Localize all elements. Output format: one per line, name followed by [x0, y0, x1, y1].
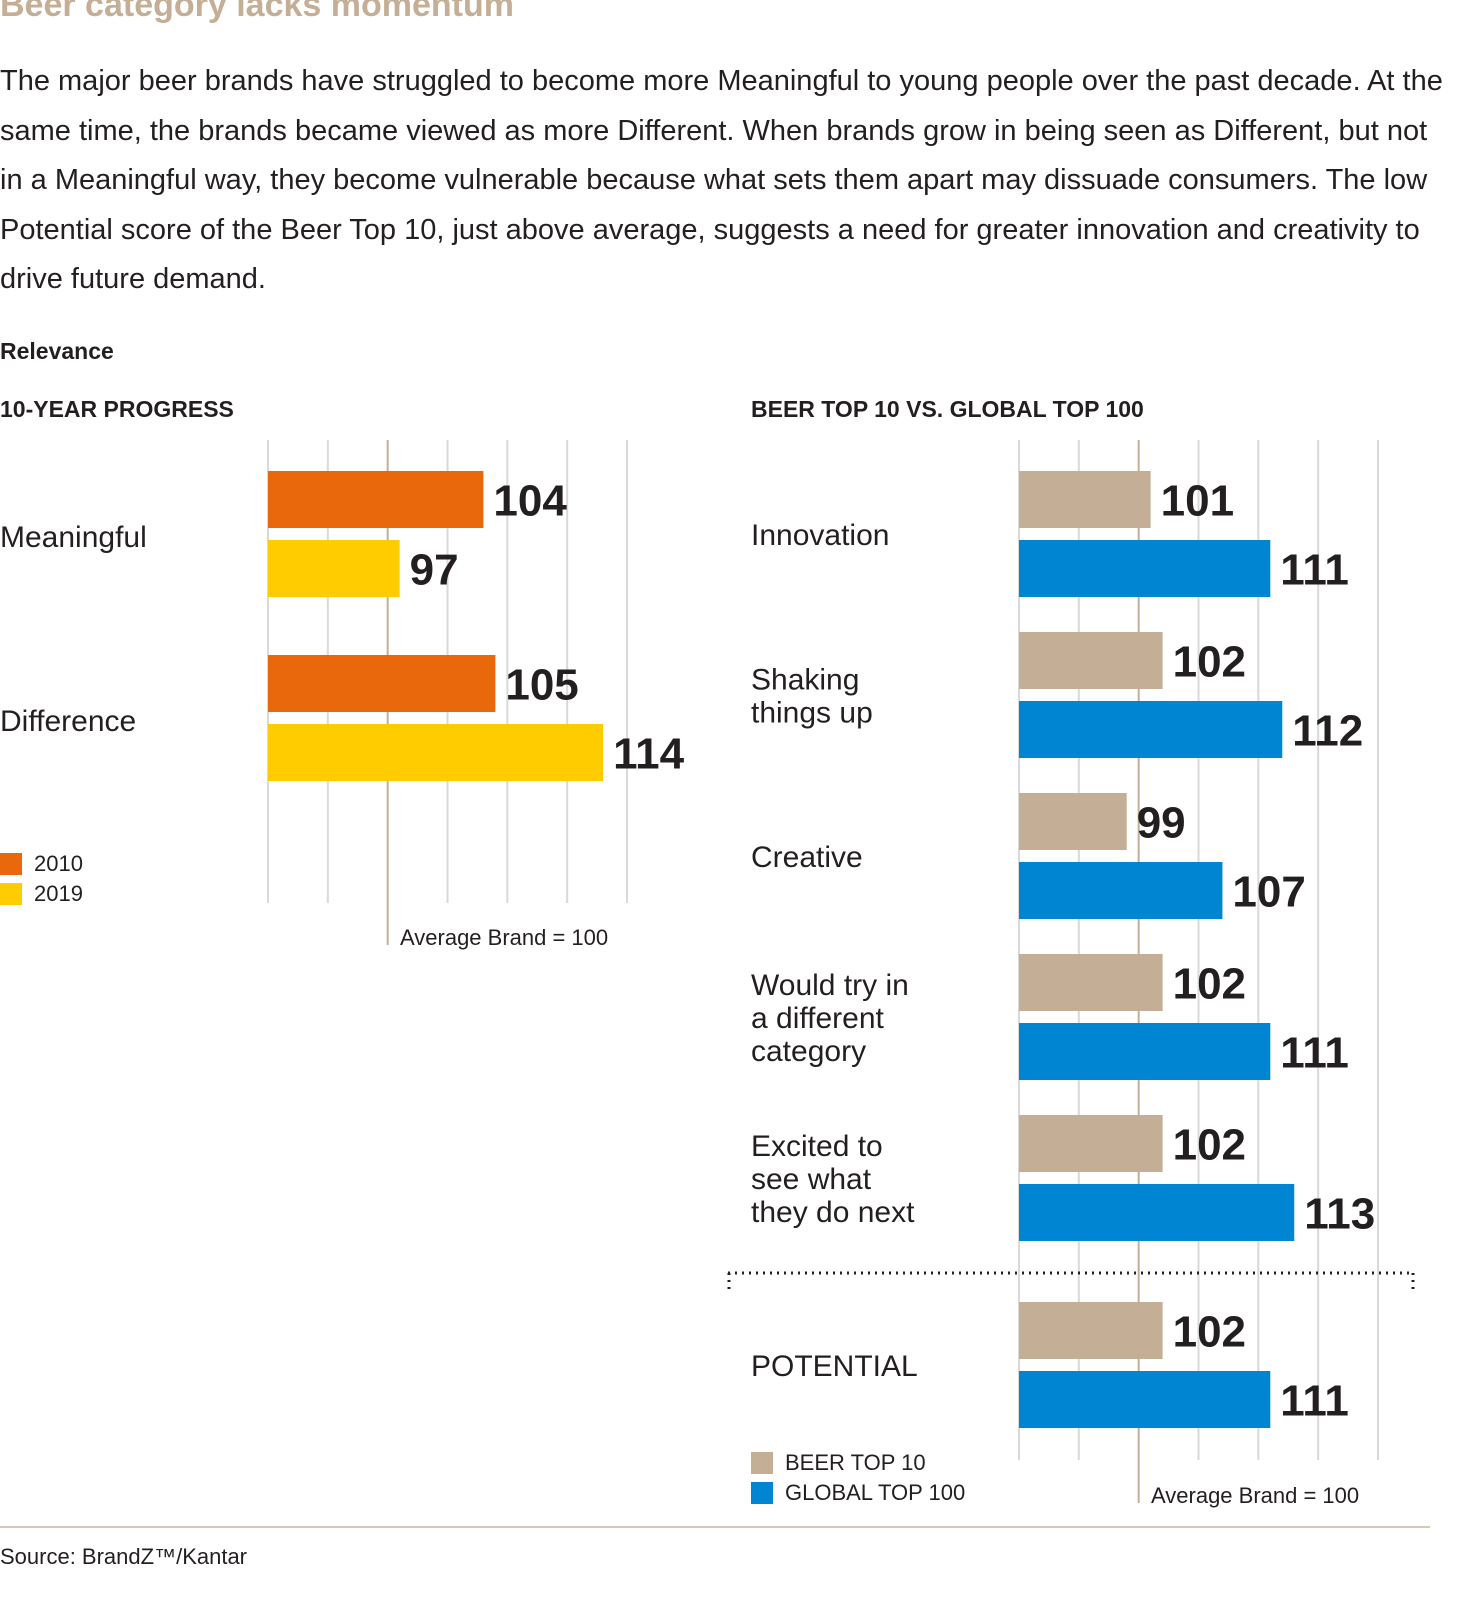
bar-shaking-things-up-global-top-100: [1019, 701, 1283, 758]
value-label-innovation-global-top-100: 111: [1280, 546, 1349, 595]
value-label-difference-2019: 114: [613, 730, 685, 779]
value-label-potential-beer-top-10: 102: [1173, 1308, 1246, 1357]
category-label-potential: POTENTIAL: [751, 1350, 918, 1383]
bar-excited-to-see-what-they-do-next-beer-top-10: [1019, 1115, 1163, 1172]
category-label-would-try-in-a-different-category: Would try in a different category: [751, 969, 909, 1068]
bar-shaking-things-up-beer-top-10: [1019, 632, 1163, 689]
value-label-difference-2010: 105: [505, 661, 578, 710]
right-legend: BEER TOP 10 GLOBAL TOP 100: [751, 1448, 965, 1508]
legend-label-global-top-100: GLOBAL TOP 100: [785, 1480, 966, 1505]
legend-label-beer-top-10: BEER TOP 10: [785, 1450, 926, 1475]
left-legend: 2010 2019: [0, 849, 83, 909]
category-label-innovation: Innovation: [751, 519, 889, 552]
category-label-creative: Creative: [751, 841, 863, 874]
bar-meaningful-2019: [268, 540, 400, 597]
legend-swatch-2019: [0, 883, 22, 905]
bar-difference-2019: [268, 724, 604, 781]
value-label-would-try-in-a-different-category-beer-top-10: 102: [1173, 960, 1246, 1009]
value-label-meaningful-2019: 97: [410, 546, 459, 595]
legend-label-2019: 2019: [34, 881, 83, 906]
legend-item-global-top-100: GLOBAL TOP 100: [751, 1478, 965, 1508]
bar-would-try-in-a-different-category-beer-top-10: [1019, 954, 1163, 1011]
bar-difference-2010: [268, 655, 496, 712]
footer-divider: [0, 1526, 1430, 1528]
legend-item-2010: 2010: [0, 849, 83, 879]
average-brand-label: Average Brand = 100: [400, 925, 608, 950]
category-label-meaningful: Meaningful: [0, 521, 147, 554]
bar-potential-global-top-100: [1019, 1371, 1271, 1428]
value-label-meaningful-2010: 104: [493, 477, 567, 526]
legend-item-2019: 2019: [0, 879, 83, 909]
intro-text: The major beer brands have struggled to …: [0, 65, 1443, 295]
chart-title: Beer category lacks momentum: [0, 0, 514, 24]
legend-swatch-global-top-100: [751, 1482, 773, 1504]
value-label-creative-beer-top-10: 99: [1137, 799, 1186, 848]
bar-creative-beer-top-10: [1019, 793, 1127, 850]
category-label-difference: Difference: [0, 705, 136, 738]
bar-innovation-global-top-100: [1019, 540, 1271, 597]
bar-meaningful-2010: [268, 471, 484, 528]
bar-excited-to-see-what-they-do-next-global-top-100: [1019, 1184, 1295, 1241]
legend-item-beer-top-10: BEER TOP 10: [751, 1448, 965, 1478]
legend-label-2010: 2010: [34, 851, 83, 876]
section-label: Relevance: [0, 338, 114, 364]
value-label-would-try-in-a-different-category-global-top-100: 111: [1280, 1029, 1349, 1078]
source-note: Source: BrandZ™/Kantar: [0, 1544, 248, 1569]
legend-swatch-2010: [0, 853, 22, 875]
value-label-shaking-things-up-global-top-100: 112: [1292, 707, 1363, 756]
value-label-excited-to-see-what-they-do-next-global-top-100: 113: [1304, 1190, 1375, 1239]
category-label-shaking-things-up: Shaking things up: [751, 664, 873, 730]
value-label-potential-global-top-100: 111: [1280, 1377, 1349, 1426]
bar-creative-global-top-100: [1019, 862, 1223, 919]
bar-would-try-in-a-different-category-global-top-100: [1019, 1023, 1271, 1080]
value-label-shaking-things-up-beer-top-10: 102: [1173, 638, 1246, 687]
average-brand-label: Average Brand = 100: [1151, 1483, 1359, 1508]
value-label-excited-to-see-what-they-do-next-beer-top-10: 102: [1173, 1121, 1246, 1170]
legend-swatch-beer-top-10: [751, 1452, 773, 1474]
value-label-creative-global-top-100: 107: [1232, 868, 1305, 917]
left-chart-title: 10-YEAR PROGRESS: [0, 396, 234, 422]
bar-innovation-beer-top-10: [1019, 471, 1151, 528]
value-label-innovation-beer-top-10: 101: [1161, 477, 1234, 526]
category-label-excited-to-see-what-they-do-next: Excited to see what they do next: [751, 1130, 915, 1229]
right-chart-title: BEER TOP 10 VS. GLOBAL TOP 100: [751, 396, 1144, 422]
bar-potential-beer-top-10: [1019, 1302, 1163, 1359]
